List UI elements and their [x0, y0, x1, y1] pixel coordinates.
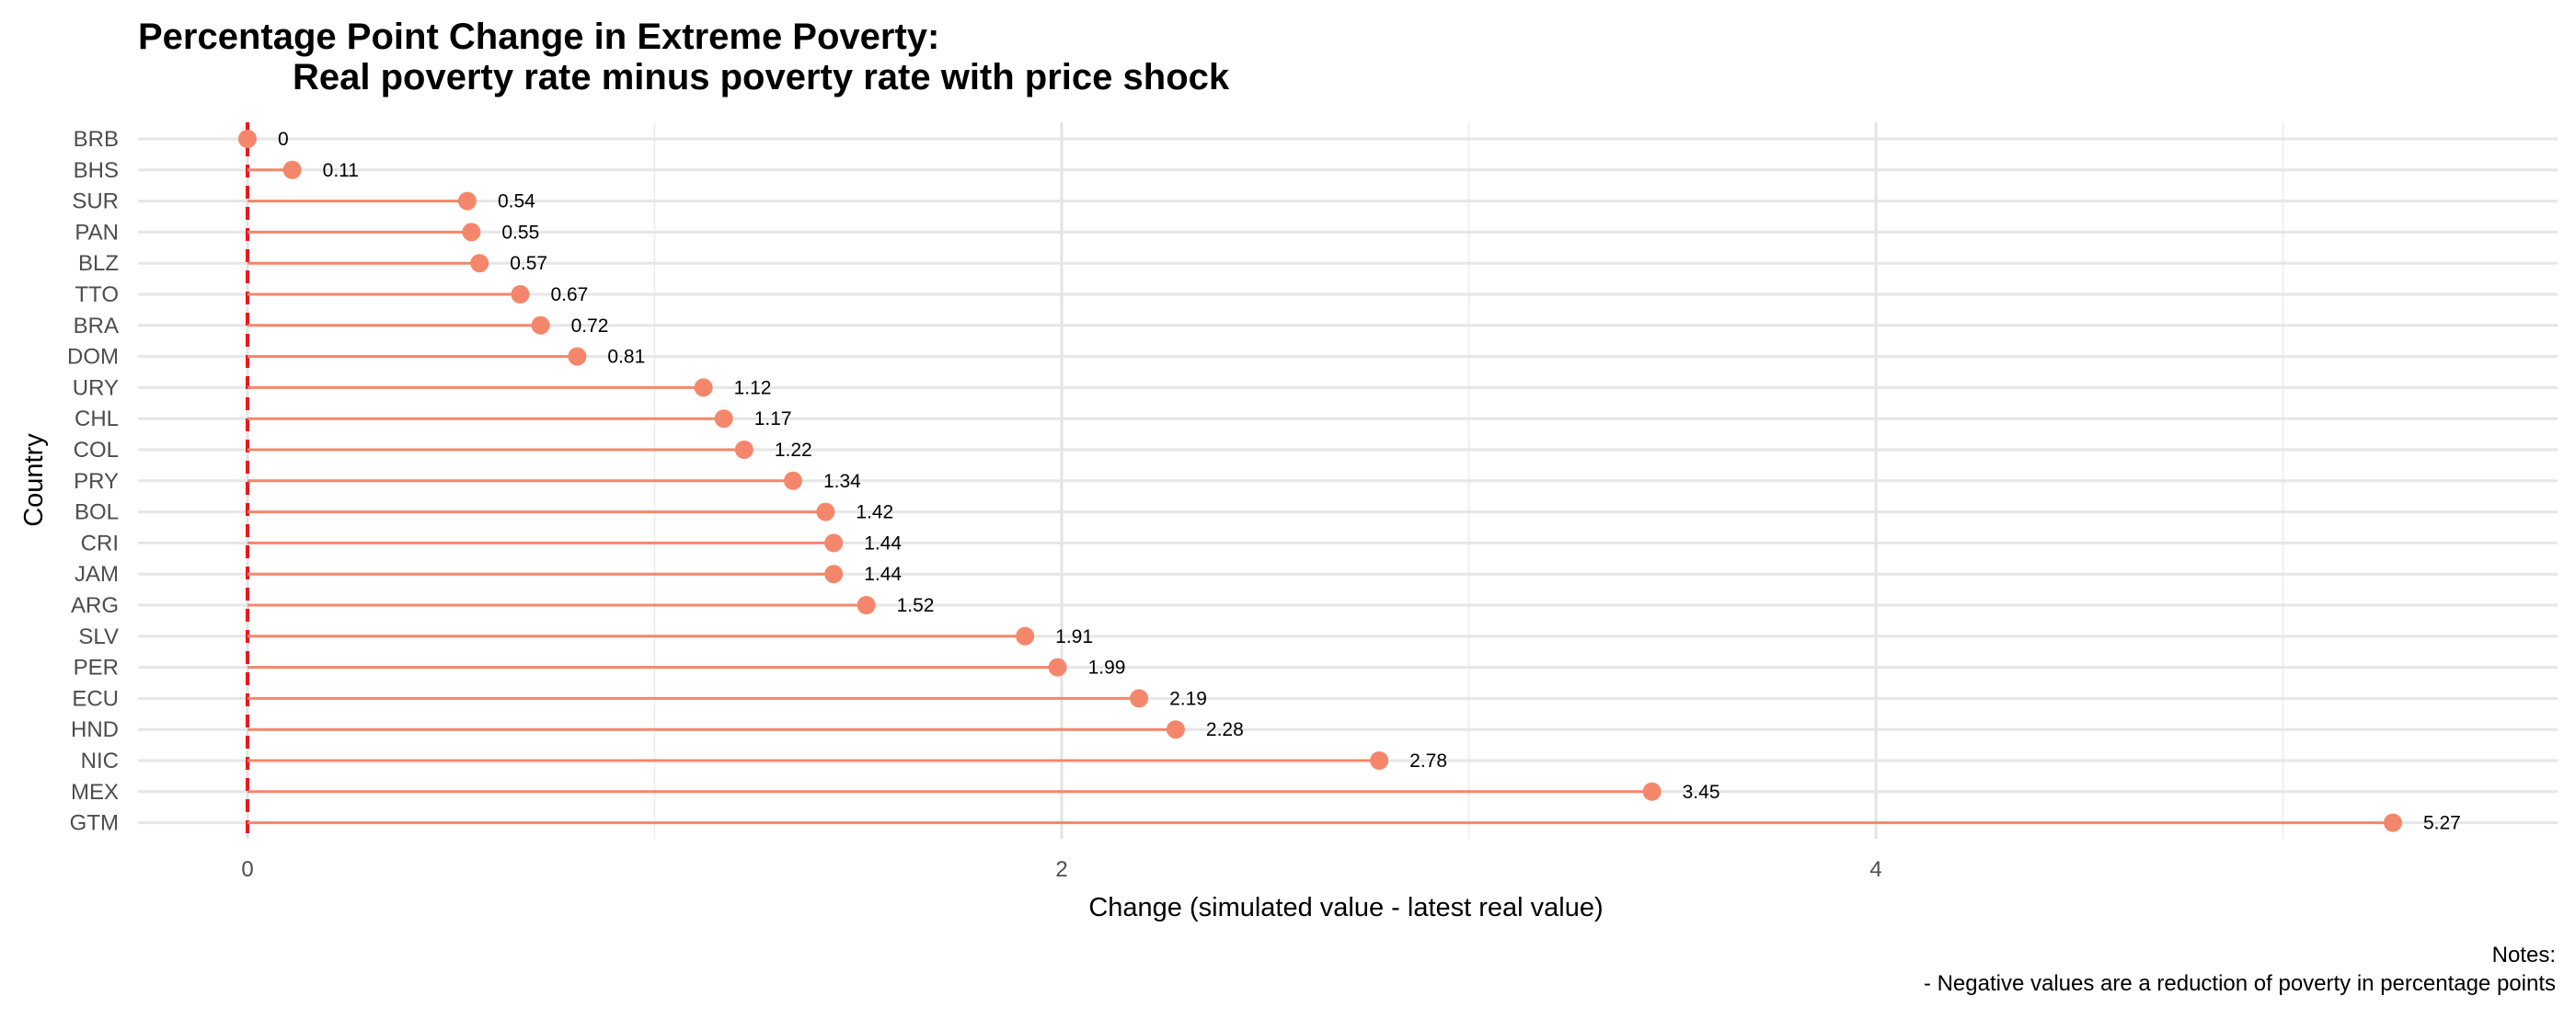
y-tick-label-per: PER: [74, 656, 119, 681]
lollipop-point-cri: [824, 533, 844, 553]
y-tick-label-nic: NIC: [81, 749, 119, 773]
y-tick-label-hnd: HND: [71, 717, 119, 742]
lollipop-point-dom: [568, 347, 587, 366]
x-axis-title: Change (simulated value - latest real va…: [1088, 893, 1603, 922]
x-axis-tick-labels: 0 2 4: [241, 857, 1881, 882]
lollipop-point-chl: [714, 409, 733, 429]
y-axis-tick-labels: BRB BHS SUR PAN BLZ TTO BRA DOM URY CHL COL PRY BOL C…: [67, 127, 119, 836]
x-tick-label: 4: [1869, 857, 1881, 882]
lollipop-point-blz: [470, 254, 489, 273]
lollipop-point-slv: [1016, 626, 1035, 646]
data-label-mex: 3.45: [1683, 782, 1720, 803]
lollipop-point-tto: [511, 285, 530, 303]
data-label-nic: 2.78: [1409, 750, 1447, 772]
data-label-pan: 0.55: [501, 222, 539, 243]
y-tick-label-arg: ARG: [71, 593, 119, 618]
lollipop-marks: 0 0.11 0.54 0.55 0.570.67 0.72 0.81 1.12 1.17 1.2…: [238, 129, 2461, 834]
y-tick-label-jam: JAM: [75, 562, 119, 587]
lollipop-point-arg: [857, 596, 876, 614]
data-label-gtm: 5.27: [2423, 813, 2461, 834]
lollipop-point-brb: [238, 130, 257, 148]
lollipop-point-bra: [531, 315, 550, 335]
lollipop-point-ecu: [1130, 689, 1149, 708]
y-tick-label-ecu: ECU: [72, 686, 119, 711]
y-tick-label-brb: BRB: [74, 127, 119, 152]
data-label-bol: 1.42: [856, 502, 893, 523]
y-axis-title: Country: [19, 433, 49, 527]
data-label-cri: 1.44: [864, 532, 902, 554]
data-label-brb: 0: [278, 129, 289, 150]
y-tick-label-bra: BRA: [74, 314, 119, 338]
lollipop-point-mex: [1642, 782, 1662, 801]
y-tick-label-blz: BLZ: [78, 251, 119, 276]
data-label-blz: 0.57: [510, 253, 547, 274]
data-label-bhs: 0.11: [323, 160, 359, 181]
y-tick-label-pan: PAN: [75, 220, 119, 245]
data-label-arg: 1.52: [897, 595, 935, 616]
data-label-col: 1.22: [775, 440, 812, 461]
lollipop-point-sur: [457, 191, 477, 211]
data-label-chl: 1.17: [754, 408, 792, 429]
data-label-pry: 1.34: [823, 471, 861, 492]
data-label-jam: 1.44: [864, 564, 902, 585]
lollipop-point-hnd: [1166, 720, 1185, 739]
lollipop-point-bol: [816, 502, 835, 521]
x-tick-label: 2: [1055, 857, 1067, 882]
y-tick-label-ury: URY: [73, 375, 119, 400]
data-label-tto: 0.67: [550, 284, 588, 305]
y-tick-label-gtm: GTM: [70, 811, 119, 836]
lollipop-point-nic: [1370, 751, 1389, 770]
lollipop-point-pry: [783, 471, 802, 490]
data-label-dom: 0.81: [607, 347, 645, 368]
y-tick-label-col: COL: [74, 438, 119, 463]
lollipop-point-col: [734, 441, 753, 459]
lollipop-point-ury: [694, 378, 713, 397]
y-tick-label-bhs: BHS: [74, 158, 119, 183]
x-tick-label: 0: [241, 857, 253, 882]
lollipop-point-jam: [824, 565, 844, 584]
chart-title-line2: Real poverty rate minus poverty rate wit…: [293, 57, 1230, 97]
data-label-slv: 1.91: [1055, 626, 1093, 647]
lollipop-point-gtm: [2383, 813, 2402, 832]
data-label-ury: 1.12: [734, 377, 772, 398]
lollipop-point-bhs: [282, 160, 302, 179]
notes-text: - Negative values are a reduction of pov…: [1924, 971, 2556, 996]
y-tick-label-mex: MEX: [71, 780, 119, 805]
lollipop-point-pan: [462, 223, 481, 242]
y-tick-label-pry: PRY: [74, 469, 119, 494]
y-tick-label-sur: SUR: [72, 189, 119, 214]
y-tick-label-dom: DOM: [67, 345, 119, 370]
data-label-ecu: 2.19: [1169, 688, 1207, 709]
lollipop-point-per: [1048, 658, 1067, 677]
y-tick-label-chl: CHL: [75, 406, 119, 431]
data-label-per: 1.99: [1088, 658, 1126, 679]
chart-title-line1: Percentage Point Change in Extreme Pover…: [138, 17, 939, 57]
y-tick-label-bol: BOL: [75, 500, 119, 525]
data-label-bra: 0.72: [571, 315, 609, 337]
y-tick-label-cri: CRI: [81, 531, 119, 555]
data-label-sur: 0.54: [498, 191, 535, 212]
data-label-hnd: 2.28: [1206, 719, 1244, 740]
notes-heading: Notes:: [2492, 943, 2556, 967]
y-tick-label-slv: SLV: [78, 624, 119, 649]
y-tick-label-tto: TTO: [75, 282, 119, 307]
